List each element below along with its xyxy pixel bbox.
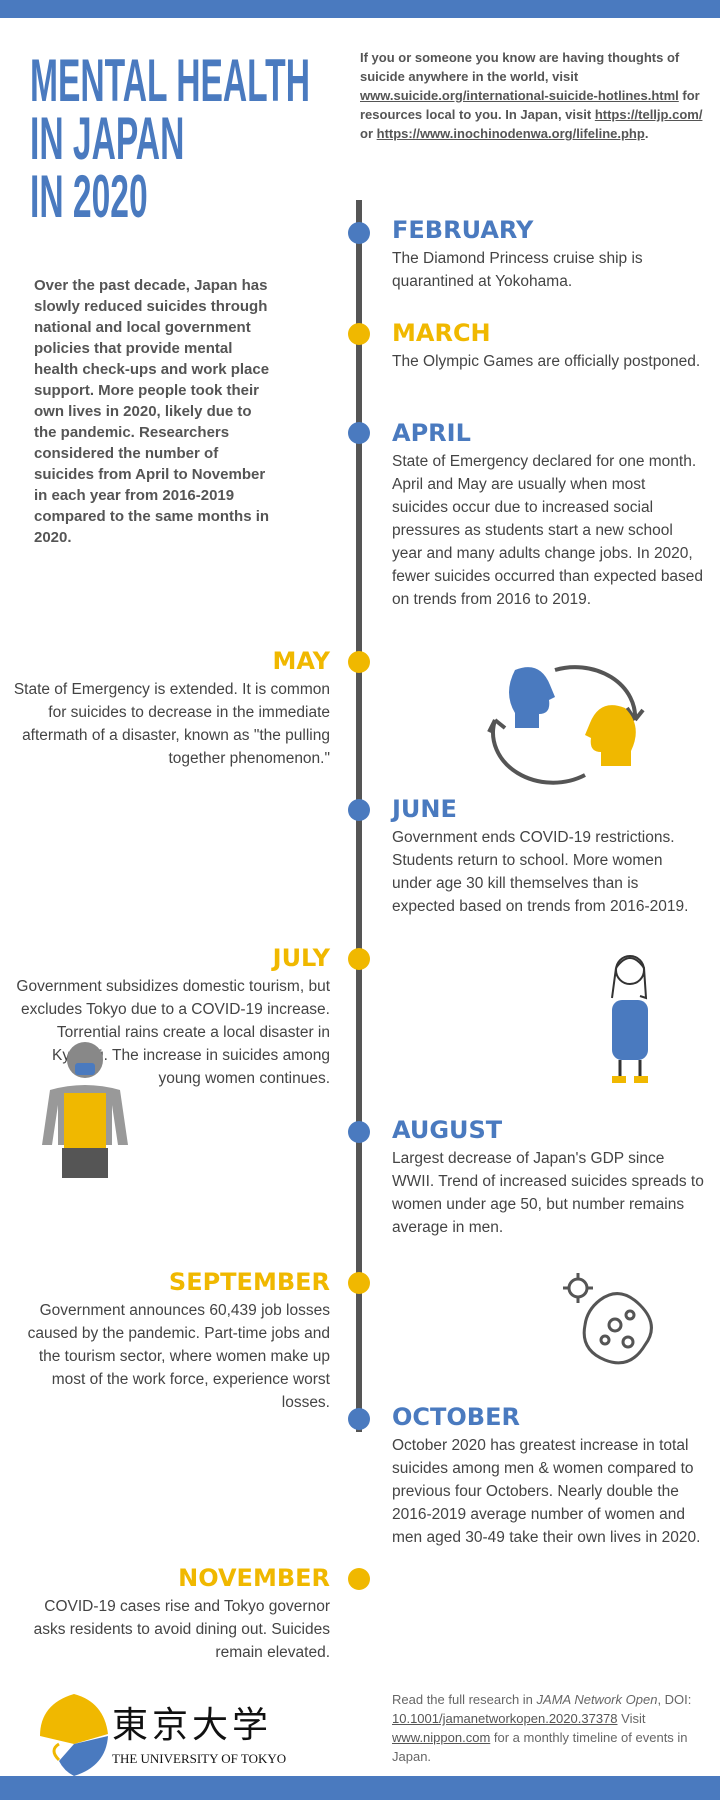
event-text: Government ends COVID-19 restrictions. S… [392,829,689,915]
timeline-dot [348,1408,370,1430]
logo-name: THE UNIVERSITY OF TOKYO [112,1751,287,1766]
ginkgo-leaf-logo [40,1694,108,1776]
timeline-dot [348,222,370,244]
inochinodenwa-link[interactable]: https://www.inochinodenwa.org/lifeline.p… [376,126,645,141]
event-month: FEBRUARY [392,216,534,244]
footer-text: Read the full research in [392,1692,537,1707]
timeline-dot [348,1121,370,1143]
event-month: APRIL [392,419,471,447]
event-month: NOVEMBER [178,1564,330,1592]
event-october: OCTOBER October 2020 has greatest increas… [392,1402,704,1549]
event-month: SEPTEMBER [168,1268,330,1296]
suicide-org-link[interactable]: www.suicide.org/international-suicide-ho… [360,88,679,103]
event-month: OCTOBER [392,1403,520,1431]
event-text: State of Emergency is extended. It is co… [13,681,330,767]
event-text: Government subsidizes domestic tourism, … [16,978,330,1087]
event-text: COVID-19 cases rise and Tokyo governor a… [33,1598,330,1661]
help-text: . [644,126,649,141]
help-text: If you or someone you know are having th… [360,50,680,84]
timeline-dot [348,422,370,444]
bottom-bar [0,1776,720,1800]
event-month: MAY [272,647,330,675]
help-text: or [360,126,377,141]
event-text: Largest decrease of Japan's GDP since WW… [392,1150,704,1236]
footer-text: , DOI: [657,1692,692,1707]
event-month: JULY [272,944,330,972]
event-text: Government announces 60,439 job losses c… [27,1302,330,1411]
timeline-dot [348,1272,370,1294]
heads-cycle-icon [487,665,645,785]
event-june: JUNE Government ends COVID-19 restriction… [392,794,704,918]
top-bar [0,0,720,18]
logo-kanji: 東京大学 [112,1705,273,1746]
timeline-dot [348,1568,370,1590]
doi-link[interactable]: 10.1001/jamanetworkopen.2020.37378 [392,1711,618,1726]
event-text: The Olympic Games are officially postpon… [392,353,701,370]
footer-references: Read the full research in JAMA Network O… [392,1690,712,1766]
distressed-woman-icon [611,955,648,1083]
page-title: MENTAL HEALTH IN JAPAN IN 2020 [30,47,310,230]
footer-text: for a monthly timeline of events in Japa… [392,1730,688,1764]
journal-name: JAMA Network Open [536,1692,658,1707]
event-april: APRIL State of Emergency declared for one… [392,418,704,611]
timeline-dot [348,799,370,821]
timeline-dot [348,948,370,970]
event-month: JUNE [392,795,457,823]
event-text: State of Emergency declared for one mont… [392,453,704,608]
timeline-dot [348,651,370,673]
footer-text: Visit [617,1711,646,1726]
event-may: MAY State of Emergency is extended. It is… [10,646,330,770]
intro-text: Over the past decade, Japan has slowly r… [34,277,270,546]
event-text: October 2020 has greatest increase in to… [392,1437,701,1546]
event-march: MARCH The Olympic Games are officially po… [392,318,704,373]
event-september: SEPTEMBER Government announces 60,439 job… [10,1267,330,1414]
nippon-link[interactable]: www.nippon.com [392,1730,491,1745]
help-resources: If you or someone you know are having th… [360,48,710,143]
virus-icon [563,1273,653,1365]
woman-with-mask-icon [42,1042,128,1178]
event-month: MARCH [392,319,491,347]
title-line: IN 2020 [30,163,148,230]
title-line: MENTAL HEALTH [30,47,310,114]
telljp-link[interactable]: https://telljp.com/ [594,107,703,122]
event-february: FEBRUARY The Diamond Princess cruise ship… [392,215,704,293]
timeline-dot [348,323,370,345]
event-month: AUGUST [392,1116,503,1144]
event-july: JULY Government subsidizes domestic touri… [10,943,330,1090]
help-text: for resources local to you. In Japan, vi… [360,88,700,122]
title-line: IN JAPAN [30,105,185,172]
event-august: AUGUST Largest decrease of Japan's GDP si… [392,1115,704,1239]
event-text: The Diamond Princess cruise ship is quar… [392,250,643,290]
event-november: NOVEMBER COVID-19 cases rise and Tokyo go… [10,1563,330,1664]
